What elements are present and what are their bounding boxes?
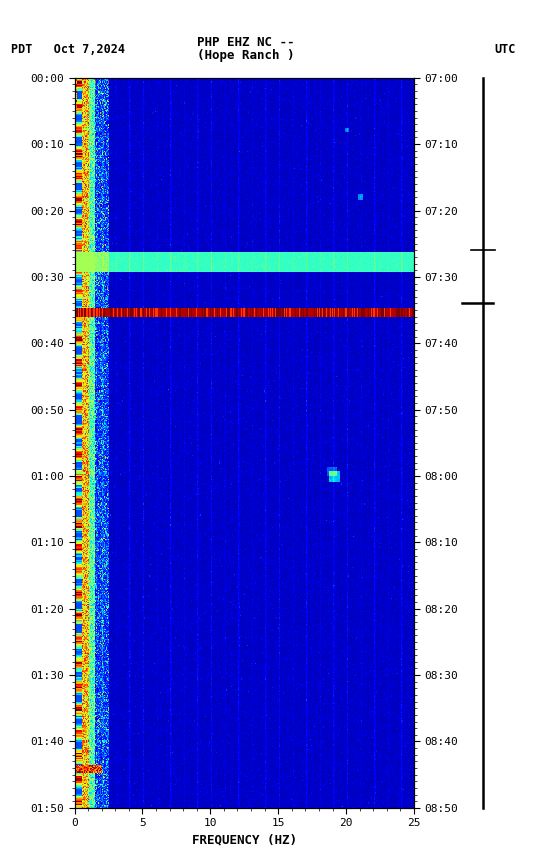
Text: PHP EHZ NC --: PHP EHZ NC -- (197, 36, 294, 49)
X-axis label: FREQUENCY (HZ): FREQUENCY (HZ) (192, 834, 297, 847)
Text: UTC: UTC (494, 43, 516, 56)
Text: PDT   Oct 7,2024: PDT Oct 7,2024 (11, 43, 125, 56)
Text: (Hope Ranch ): (Hope Ranch ) (197, 49, 294, 62)
